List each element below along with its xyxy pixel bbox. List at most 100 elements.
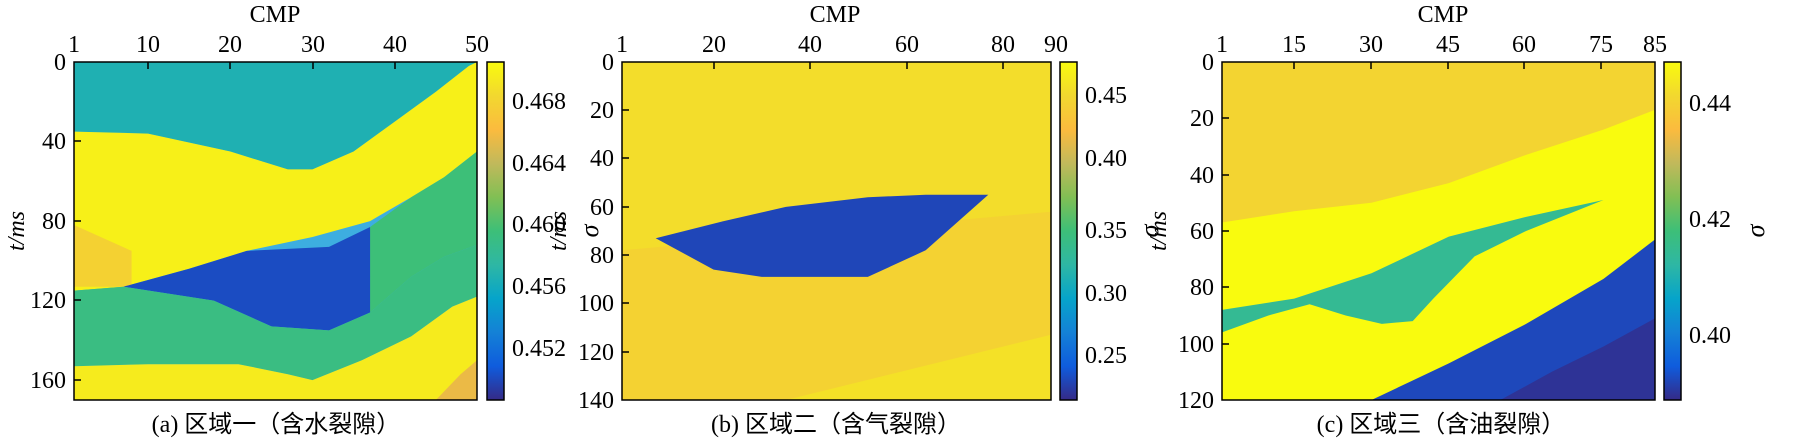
heatmap-region-gas-lens [655, 194, 989, 277]
panel-b-xtick: 40 [798, 32, 822, 58]
panel-a-cbtick: 0.460 [512, 212, 566, 238]
panel-b-ytick: 100 [578, 291, 614, 317]
panel-a-colorbar-ticks: 0.452 0.456 0.460 0.464 0.468 [512, 89, 566, 362]
panel-a-ytick: 80 [42, 209, 66, 235]
panel-a-ytick: 160 [30, 368, 66, 394]
panel-c-ytick: 20 [1190, 106, 1214, 132]
panel-c-ytick: 60 [1190, 219, 1214, 245]
heatmap-region-top [1222, 62, 1655, 223]
panel-b-x-tick-marks [713, 62, 1004, 69]
panel-c-xtick: 1 [1216, 32, 1228, 58]
panel-c-colorbar-label: σ [1741, 223, 1770, 237]
panel-b-cbtick: 0.40 [1085, 146, 1127, 172]
panel-c-cbtick: 0.42 [1689, 207, 1731, 233]
heatmap-region-wedge [74, 62, 477, 291]
panel-c-cbtick: 0.40 [1689, 323, 1731, 349]
panel-b-colorbar-ticks: 0.25 0.30 0.35 0.40 0.45 [1085, 83, 1127, 369]
panel-b-cbtick: 0.45 [1085, 83, 1127, 109]
panel-b-colorbar-label: σ [1135, 223, 1164, 237]
panel-a-cbtick: 0.456 [512, 274, 566, 300]
panel-b-cbtick: 0.35 [1085, 218, 1127, 244]
panel-c-xtick: 60 [1512, 32, 1536, 58]
panel-c-cbtick: 0.44 [1689, 91, 1731, 117]
panel-b-x-axis-label: CMP [810, 2, 861, 28]
panel-b-cbtick: 0.25 [1085, 343, 1127, 369]
panel-a-ytick: 0 [54, 50, 66, 76]
panel-a-x-tick-marks [147, 62, 396, 69]
panel-b-xtick: 20 [702, 32, 726, 58]
panel-b-caption: (b) 区域二（含气裂隙） [711, 411, 961, 438]
heatmap-region-oil-lens [1222, 200, 1604, 333]
panel-c: CMP 1 15 30 45 60 75 85 0 20 40 60 80 10… [1146, 2, 1770, 438]
panel-a-xtick: 20 [218, 32, 242, 58]
heatmap-region-top [74, 62, 477, 170]
panel-a: CMP 1 10 20 30 40 50 0 40 80 120 160 [4, 2, 604, 438]
panel-a-colorbar-label: σ [575, 223, 604, 237]
panel-a-y-axis-label: t/ms [4, 211, 30, 251]
panel-b: CMP 1 20 40 60 80 90 0 20 40 60 80 100 1… [546, 2, 1164, 438]
panel-b-ytick: 60 [590, 195, 614, 221]
panel-c-ytick: 120 [1178, 388, 1214, 414]
panel-b-xtick: 90 [1044, 32, 1068, 58]
panel-c-colorbar-ticks: 0.40 0.42 0.44 [1689, 91, 1731, 349]
heatmap-region-wedge-left-tint [74, 225, 132, 287]
panel-c-caption: (c) 区域三（含油裂隙） [1317, 411, 1566, 438]
heatmap-region-lens [123, 227, 395, 331]
panel-a-xtick: 10 [136, 32, 160, 58]
panel-a-x-ticks: 1 10 20 30 40 50 [68, 32, 489, 58]
panel-c-xtick: 85 [1643, 32, 1667, 58]
panel-c-ytick: 0 [1202, 50, 1214, 76]
panel-a-ytick: 40 [42, 129, 66, 155]
panel-c-xtick: 15 [1282, 32, 1306, 58]
panel-a-xtick: 50 [465, 32, 489, 58]
panel-c-ytick: 100 [1178, 332, 1214, 358]
heatmap-region-bottom-shade [1500, 318, 1655, 400]
panel-c-colorbar [1663, 61, 1682, 401]
heatmap-region-bottom-right-tint [435, 360, 477, 400]
panel-c-xtick: 30 [1359, 32, 1383, 58]
panel-b-xtick: 80 [991, 32, 1015, 58]
panel-b-y-axis-label: t/ms [546, 211, 572, 251]
panel-a-cbtick: 0.452 [512, 336, 566, 362]
panel-a-heatmap [74, 62, 477, 400]
panel-b-colorbar [1059, 61, 1078, 401]
heatmap-region-bottom [74, 296, 477, 400]
panel-a-caption: (a) 区域一（含水裂隙） [152, 411, 401, 438]
panel-b-ytick: 120 [578, 340, 614, 366]
panel-a-xtick: 40 [383, 32, 407, 58]
panel-c-y-ticks: 0 20 40 60 80 100 120 [1178, 50, 1214, 414]
panel-b-ytick: 40 [590, 146, 614, 172]
panel-a-y-ticks: 0 40 80 120 160 [30, 50, 66, 394]
panel-b-ytick: 140 [578, 388, 614, 414]
panel-b-ytick: 20 [590, 98, 614, 124]
panel-a-cbtick: 0.464 [512, 151, 566, 177]
panel-b-x-ticks: 1 20 40 60 80 90 [616, 32, 1068, 58]
panel-b-plot-frame [621, 61, 1052, 401]
panel-a-xtick: 30 [301, 32, 325, 58]
panel-c-heatmap [1222, 62, 1655, 401]
panel-c-x-tick-marks [1293, 62, 1602, 69]
panel-c-x-axis-label: CMP [1418, 2, 1469, 28]
heatmap-region-right-band [370, 151, 477, 313]
panel-a-x-axis-label: CMP [250, 2, 301, 28]
panel-c-x-ticks: 1 15 30 45 60 75 85 [1216, 32, 1667, 58]
panel-a-xtick: 1 [68, 32, 80, 58]
panel-b-xtick: 60 [895, 32, 919, 58]
panel-c-xtick: 75 [1589, 32, 1613, 58]
panel-c-xtick: 45 [1436, 32, 1460, 58]
heatmap-region-lower-shade [785, 334, 1051, 400]
panel-c-ytick: 40 [1190, 163, 1214, 189]
panel-b-xtick: 1 [616, 32, 628, 58]
panel-b-cbtick: 0.30 [1085, 281, 1127, 307]
heatmap-region-middle-band [74, 244, 477, 381]
panel-b-ytick: 0 [602, 50, 614, 76]
panel-b-ytick: 80 [590, 243, 614, 269]
panel-a-ytick: 120 [30, 288, 66, 314]
panel-a-colorbar [486, 61, 505, 401]
panel-a-cbtick: 0.468 [512, 89, 566, 115]
panel-c-ytick: 80 [1190, 275, 1214, 301]
panel-b-heatmap [622, 62, 1051, 400]
panel-c-y-tick-marks [1222, 117, 1229, 345]
panel-a-y-tick-marks [74, 140, 81, 381]
